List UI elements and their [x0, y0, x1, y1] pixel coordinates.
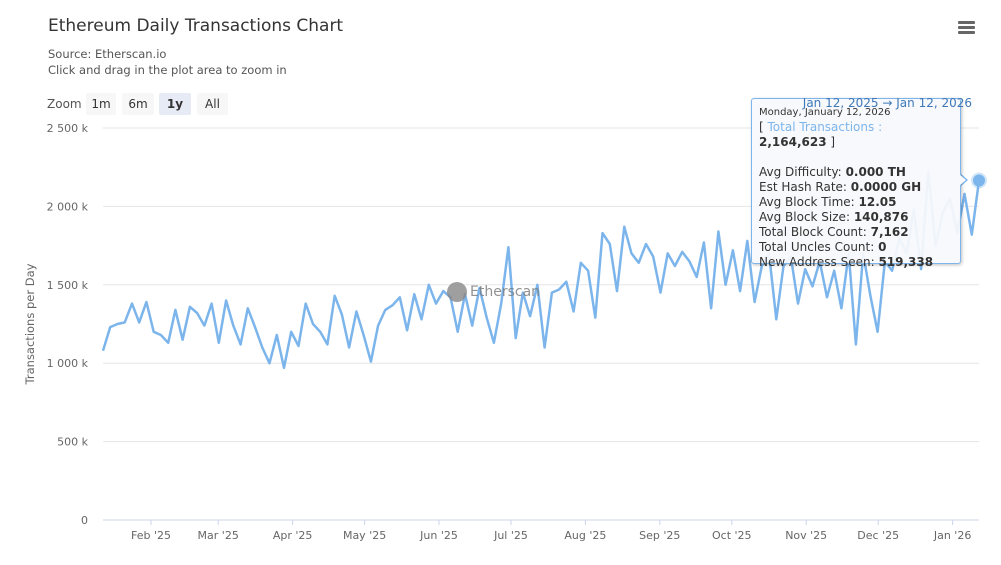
series-line-total-transactions[interactable]	[101, 170, 981, 370]
zoom-1m-button[interactable]: 1m	[86, 93, 116, 115]
tooltip-caret-inner	[959, 174, 966, 186]
tooltip-row-label: Avg Block Size:	[759, 210, 850, 224]
x-tick-label: Oct '25	[712, 529, 752, 542]
x-tick-label: Apr '25	[273, 529, 313, 542]
zoom-all-button[interactable]: All	[197, 93, 228, 115]
tooltip-row-value: 140,876	[853, 210, 909, 224]
x-tick-label: Dec '25	[857, 529, 899, 542]
etherscan-watermark: Etherscan	[447, 282, 540, 302]
y-tick-label: 0	[81, 514, 88, 527]
tooltip-row: Total Block Count: 7,162	[759, 225, 953, 240]
watermark-text: Etherscan	[470, 284, 541, 300]
tooltip-row: Est Hash Rate: 0.0000 GH	[759, 180, 953, 195]
tooltip-row-value: 0	[878, 240, 887, 254]
tooltip-row-value: 12.05	[858, 195, 897, 209]
tooltip-row: Total Uncles Count: 0	[759, 240, 953, 255]
tooltip-row-value: 0.0000 GH	[850, 180, 922, 194]
x-tick-label: Jun '25	[419, 529, 458, 542]
y-tick-label: 2 000 k	[47, 200, 89, 213]
tooltip-row-label: Total Block Count:	[759, 225, 867, 239]
zoom-label: Zoom	[47, 97, 82, 111]
tooltip: Monday, January 12, 2026 [ Total Transac…	[751, 98, 961, 269]
x-tick-label: Jan '26	[933, 529, 971, 542]
etherscan-logo-icon	[447, 282, 467, 302]
y-axis-title: Transactions per Day	[23, 263, 37, 385]
tooltip-row: Avg Block Time: 12.05	[759, 195, 953, 210]
tooltip-row: New Address Seen: 519,338	[759, 255, 953, 270]
tooltip-row: Avg Difficulty: 0.000 TH	[759, 165, 953, 180]
hamburger-menu-icon[interactable]	[958, 21, 975, 35]
y-tick-label: 500 k	[57, 436, 88, 449]
x-tick-label: Mar '25	[198, 529, 239, 542]
tooltip-row-label: New Address Seen:	[759, 255, 875, 269]
tooltip-date: Monday, January 12, 2026	[759, 107, 891, 118]
y-tick-label: 1 000 k	[47, 357, 89, 370]
y-tick-label: 2 500 k	[47, 122, 89, 135]
x-tick-label: Aug '25	[564, 529, 606, 542]
tooltip-row-value: 7,162	[870, 225, 909, 239]
tooltip-row: Avg Block Size: 140,876	[759, 210, 953, 225]
tooltip-row-label: Avg Block Time:	[759, 195, 855, 209]
zoom-6m-button[interactable]: 6m	[122, 93, 154, 115]
tooltip-series-value: 2,164,623	[759, 135, 827, 149]
y-tick-label: 1 500 k	[47, 279, 89, 292]
tooltip-series: [ Total Transactions : 2,164,623 ]	[759, 120, 883, 149]
chart-hint: Click and drag in the plot area to zoom …	[48, 63, 287, 77]
chart-title: Ethereum Daily Transactions Chart	[48, 16, 344, 36]
range-arrow: →	[882, 96, 893, 110]
tooltip-row-label: Avg Difficulty:	[759, 165, 842, 179]
zoom-1y-button[interactable]: 1y	[159, 93, 191, 115]
x-tick-label: Jul '25	[493, 529, 528, 542]
x-tick-label: Feb '25	[131, 529, 171, 542]
date-range-display[interactable]: Jan 12, 2025 → Jan 12, 2026	[803, 96, 972, 110]
tooltip-row-label: Total Uncles Count:	[759, 240, 875, 254]
x-tick-label: May '25	[343, 529, 386, 542]
tooltip-row-value: 519,338	[878, 255, 934, 269]
tooltip-row-value: 0.000 TH	[845, 165, 906, 179]
x-tick-label: Nov '25	[785, 529, 827, 542]
hover-point-marker[interactable]	[971, 172, 987, 189]
x-tick-label: Sep '25	[639, 529, 680, 542]
range-from[interactable]: Jan 12, 2025	[802, 96, 879, 110]
tooltip-row-label: Est Hash Rate:	[759, 180, 847, 194]
range-to[interactable]: Jan 12, 2026	[896, 96, 972, 110]
chart-source: Source: Etherscan.io	[48, 47, 167, 61]
tooltip-series-name: Total Transactions	[767, 120, 875, 134]
